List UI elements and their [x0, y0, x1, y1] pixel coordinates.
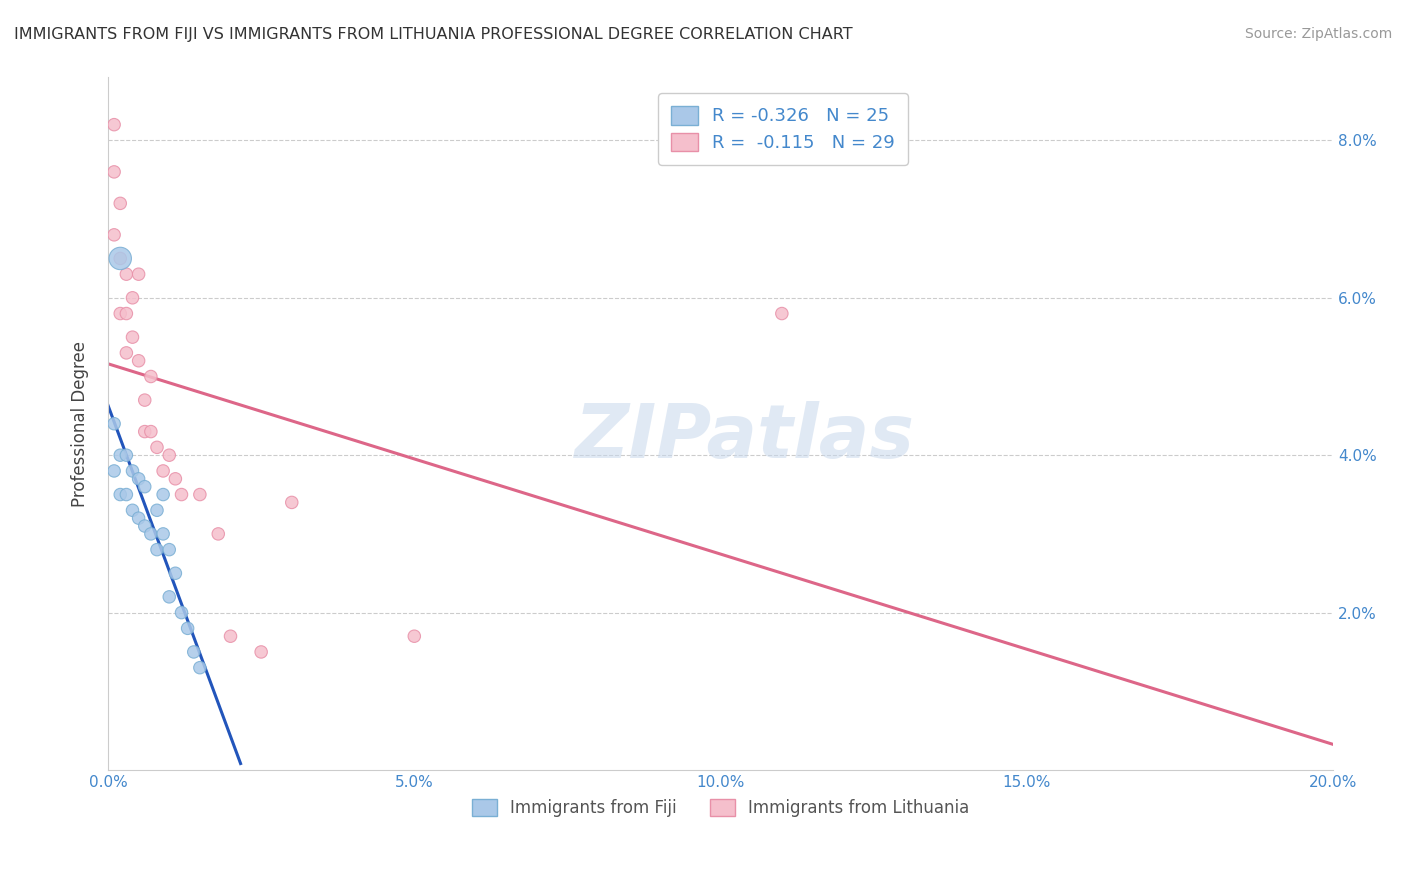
- Point: [170, 487, 193, 501]
- Point: [134, 393, 156, 408]
- Point: [139, 369, 162, 384]
- Point: [103, 118, 125, 132]
- Point: [219, 629, 242, 643]
- Point: [128, 267, 150, 281]
- Point: [146, 542, 169, 557]
- Point: [188, 487, 211, 501]
- Point: [121, 291, 143, 305]
- Point: [110, 448, 132, 462]
- Point: [128, 511, 150, 525]
- Point: [157, 542, 180, 557]
- Point: [115, 487, 138, 501]
- Point: [110, 252, 132, 266]
- Point: [139, 527, 162, 541]
- Point: [134, 519, 156, 533]
- Point: [128, 472, 150, 486]
- Point: [146, 440, 169, 454]
- Text: Source: ZipAtlas.com: Source: ZipAtlas.com: [1244, 27, 1392, 41]
- Point: [121, 503, 143, 517]
- Point: [157, 590, 180, 604]
- Point: [176, 621, 198, 635]
- Point: [110, 487, 132, 501]
- Point: [146, 503, 169, 517]
- Point: [152, 487, 174, 501]
- Point: [183, 645, 205, 659]
- Point: [157, 448, 180, 462]
- Point: [281, 495, 304, 509]
- Point: [165, 566, 187, 581]
- Point: [134, 425, 156, 439]
- Point: [121, 330, 143, 344]
- Point: [134, 480, 156, 494]
- Point: [115, 346, 138, 360]
- Y-axis label: Professional Degree: Professional Degree: [72, 341, 89, 507]
- Point: [110, 252, 132, 266]
- Point: [188, 661, 211, 675]
- Point: [404, 629, 426, 643]
- Point: [139, 425, 162, 439]
- Point: [115, 307, 138, 321]
- Text: ZIPatlas: ZIPatlas: [575, 401, 915, 474]
- Text: IMMIGRANTS FROM FIJI VS IMMIGRANTS FROM LITHUANIA PROFESSIONAL DEGREE CORRELATIO: IMMIGRANTS FROM FIJI VS IMMIGRANTS FROM …: [14, 27, 852, 42]
- Point: [152, 464, 174, 478]
- Point: [115, 267, 138, 281]
- Point: [110, 196, 132, 211]
- Legend: Immigrants from Fiji, Immigrants from Lithuania: Immigrants from Fiji, Immigrants from Li…: [465, 792, 976, 824]
- Point: [128, 353, 150, 368]
- Point: [115, 448, 138, 462]
- Point: [110, 307, 132, 321]
- Point: [103, 464, 125, 478]
- Point: [770, 307, 793, 321]
- Point: [103, 165, 125, 179]
- Point: [250, 645, 273, 659]
- Point: [207, 527, 229, 541]
- Point: [152, 527, 174, 541]
- Point: [103, 417, 125, 431]
- Point: [170, 606, 193, 620]
- Point: [165, 472, 187, 486]
- Point: [121, 464, 143, 478]
- Point: [103, 227, 125, 242]
